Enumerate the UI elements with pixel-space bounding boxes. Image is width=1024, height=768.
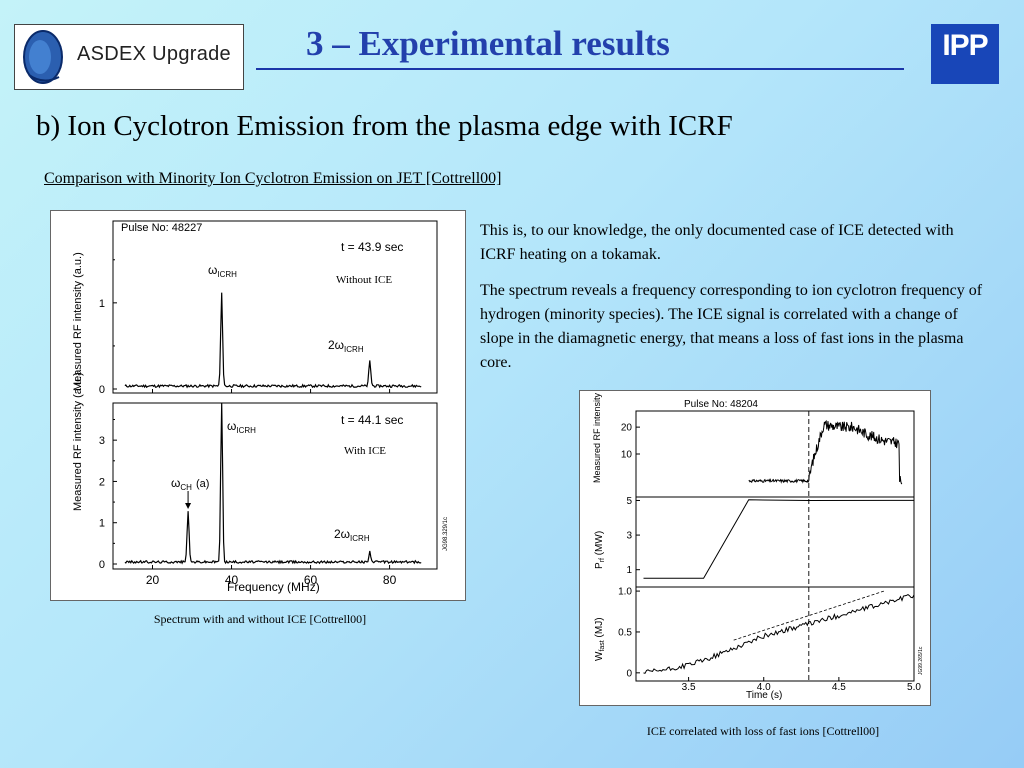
- time-trace-chart: 10 20 1 3 5 0 0.5 1.0 3.5 4.0 4.5 5.0 Pulse No: 482…: [592, 373, 924, 701]
- x-axis-label: Frequency (MHz): [227, 580, 320, 594]
- time-trace-caption: ICE correlated with loss of fast ions [C…: [646, 724, 880, 738]
- y-tick-label: 1: [99, 518, 105, 530]
- peak-label-2w-icrh-top: 2ωICRH: [328, 338, 364, 354]
- y-label-rf: Measured RF intensity (dB): [592, 391, 602, 483]
- x-tick-label: 3.5: [682, 682, 696, 693]
- wfast-fit-line: [733, 590, 885, 641]
- bottom-time-label: t = 44.1 sec: [341, 413, 403, 427]
- panel-frame: [635, 496, 915, 588]
- pulse-label: Pulse No: 48227: [121, 222, 202, 234]
- peak-label-w-icrh-top: ωICRH: [208, 263, 237, 279]
- section-subtitle: b) Ion Cyclotron Emission from the plasm…: [36, 110, 733, 142]
- spectrum-chart: 0 1 0 1 2 3 20 40 60 80 Pulse No: 48227 t = 43.9 …: [72, 220, 449, 594]
- paragraph-1: This is, to our knowledge, the only docu…: [480, 222, 954, 263]
- rf-trace: [748, 419, 903, 485]
- peak-label-w-ch: ωCH (a): [171, 476, 209, 492]
- y-tick-label: 3: [99, 435, 105, 447]
- spectrum-line: [124, 292, 422, 389]
- spectrum-line: [124, 402, 422, 565]
- y-axis-label-top: Measured RF intensity (a.u.): [72, 252, 84, 391]
- x-tick-label: 4.0: [757, 682, 771, 693]
- y-tick-label: 2: [99, 476, 105, 488]
- pulse-label-2: Pulse No: 48204: [684, 399, 758, 410]
- x-label-time: Time (s): [746, 690, 782, 701]
- peak-arrow-head: [185, 503, 192, 509]
- y-tick-label: 0.5: [618, 627, 632, 638]
- y-axis-label-bottom: Measured RF intensity (a.u.): [72, 372, 84, 511]
- page-title-text: 3 – Experimental results: [306, 24, 670, 63]
- x-tick-label: 4.5: [832, 682, 846, 693]
- tokamak-logo-icon: [23, 30, 63, 84]
- figure-code: JG98.329/1c: [443, 517, 449, 551]
- wfast-trace: [643, 594, 915, 674]
- y-tick-label: 20: [621, 423, 633, 434]
- paragraph-2: The spectrum reveals a frequency corresp…: [480, 282, 983, 371]
- x-tick-label: 5.0: [907, 682, 921, 693]
- page-title: 3 – Experimental results: [256, 24, 904, 70]
- with-ice-label: With ICE: [344, 445, 386, 457]
- spectrum-figure: 0 1 0 1 2 3 20 40 60 80 Pulse No: 48227 t = 43.9 …: [50, 210, 466, 601]
- without-ice-label: Without ICE: [336, 274, 392, 286]
- prf-trace: [643, 499, 915, 579]
- comparison-link[interactable]: Comparison with Minority Ion Cyclotron E…: [44, 170, 502, 187]
- y-tick-label: 10: [621, 450, 633, 461]
- logo-label: ASDEX Upgrade: [77, 43, 231, 65]
- x-tick-label: 80: [383, 573, 397, 587]
- y-tick-label: 0: [99, 384, 105, 396]
- panel-frame: [635, 586, 915, 682]
- x-tick-label: 60: [304, 573, 318, 587]
- ipp-badge-label: IPP: [942, 29, 988, 62]
- asdex-logo: ASDEX Upgrade: [14, 24, 244, 90]
- x-tick-label: 20: [146, 573, 160, 587]
- y-label-prf: Prf (MW): [594, 531, 606, 569]
- x-tick-label: 40: [225, 573, 239, 587]
- y-tick-label: 3: [626, 531, 632, 542]
- figure-code-2: JG99.265/1c: [918, 646, 924, 675]
- y-tick-label: 5: [626, 496, 632, 507]
- y-label-wfast: Wfast (MJ): [594, 617, 606, 661]
- top-time-label: t = 43.9 sec: [341, 240, 403, 254]
- peak-label-w-icrh-bottom: ωICRH: [227, 419, 256, 435]
- y-tick-label: 1.0: [618, 587, 632, 598]
- y-tick-label: 0: [626, 668, 632, 679]
- ipp-badge: IPP: [931, 24, 999, 84]
- time-trace-figure: 10 20 1 3 5 0 0.5 1.0 3.5 4.0 4.5 5.0 Pulse No: 482…: [579, 373, 931, 706]
- y-tick-label: 1: [99, 298, 105, 310]
- peak-label-2w-icrh-bottom: 2ωICRH: [334, 527, 370, 543]
- panel-frame: [635, 410, 915, 498]
- spectrum-caption: Spectrum with and without ICE [Cottrell0…: [153, 612, 367, 626]
- y-tick-label: 1: [626, 565, 632, 576]
- plot-frame: [112, 220, 438, 394]
- plot-frame: [112, 402, 438, 570]
- y-tick-label: 0: [99, 559, 105, 571]
